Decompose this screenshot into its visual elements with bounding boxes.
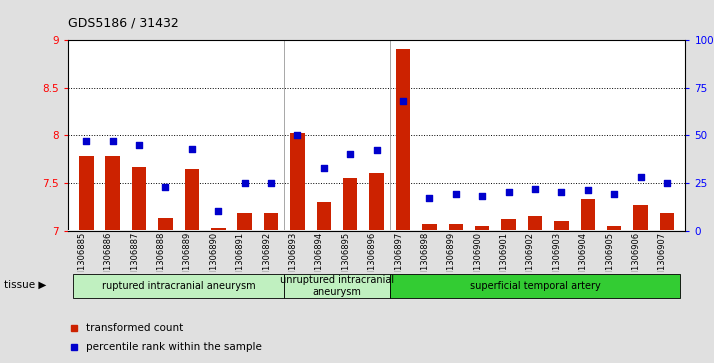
Point [608,191,620,197]
Bar [185,168,199,231]
Bar [660,213,674,231]
Point [555,189,567,195]
Point [476,193,488,199]
Point [635,174,646,180]
Bar [211,228,226,231]
Point [397,98,408,104]
Text: percentile rank within the sample: percentile rank within the sample [86,342,262,352]
Bar [159,218,173,231]
Bar [528,216,542,231]
Bar [290,133,305,231]
Bar [263,213,278,231]
Point [266,180,277,186]
Bar [73,274,284,298]
Bar [580,199,595,231]
Point [134,142,145,148]
Bar [448,224,463,231]
Text: superficial temporal artery: superficial temporal artery [470,281,600,291]
Bar [422,224,437,231]
Point [81,138,92,144]
Bar [554,221,568,231]
Point [318,165,330,171]
Point [107,138,119,144]
Bar [390,274,680,298]
Text: unruptured intracranial
aneurysm: unruptured intracranial aneurysm [280,275,394,297]
Text: transformed count: transformed count [86,323,183,333]
Text: tissue ▶: tissue ▶ [4,280,46,290]
Bar [369,174,384,231]
Point [160,184,171,189]
Point [582,188,593,193]
Point [213,208,224,214]
Bar [343,178,358,231]
Text: GDS5186 / 31432: GDS5186 / 31432 [68,16,178,29]
Point [529,185,540,192]
Bar [238,213,252,231]
Point [239,180,251,186]
Bar [501,219,516,231]
Point [345,151,356,157]
Point [292,132,303,138]
Bar [132,167,146,231]
Point [186,146,198,151]
Bar [396,49,411,231]
Point [503,189,514,195]
Bar [79,156,94,231]
Bar [607,226,621,231]
Point [661,180,673,186]
Bar [633,205,648,231]
Point [450,191,461,197]
Bar [284,274,390,298]
Point [371,147,383,153]
Bar [106,156,120,231]
Point [423,195,435,201]
Text: ruptured intracranial aneurysm: ruptured intracranial aneurysm [102,281,256,291]
Bar [475,226,490,231]
Bar [316,202,331,231]
